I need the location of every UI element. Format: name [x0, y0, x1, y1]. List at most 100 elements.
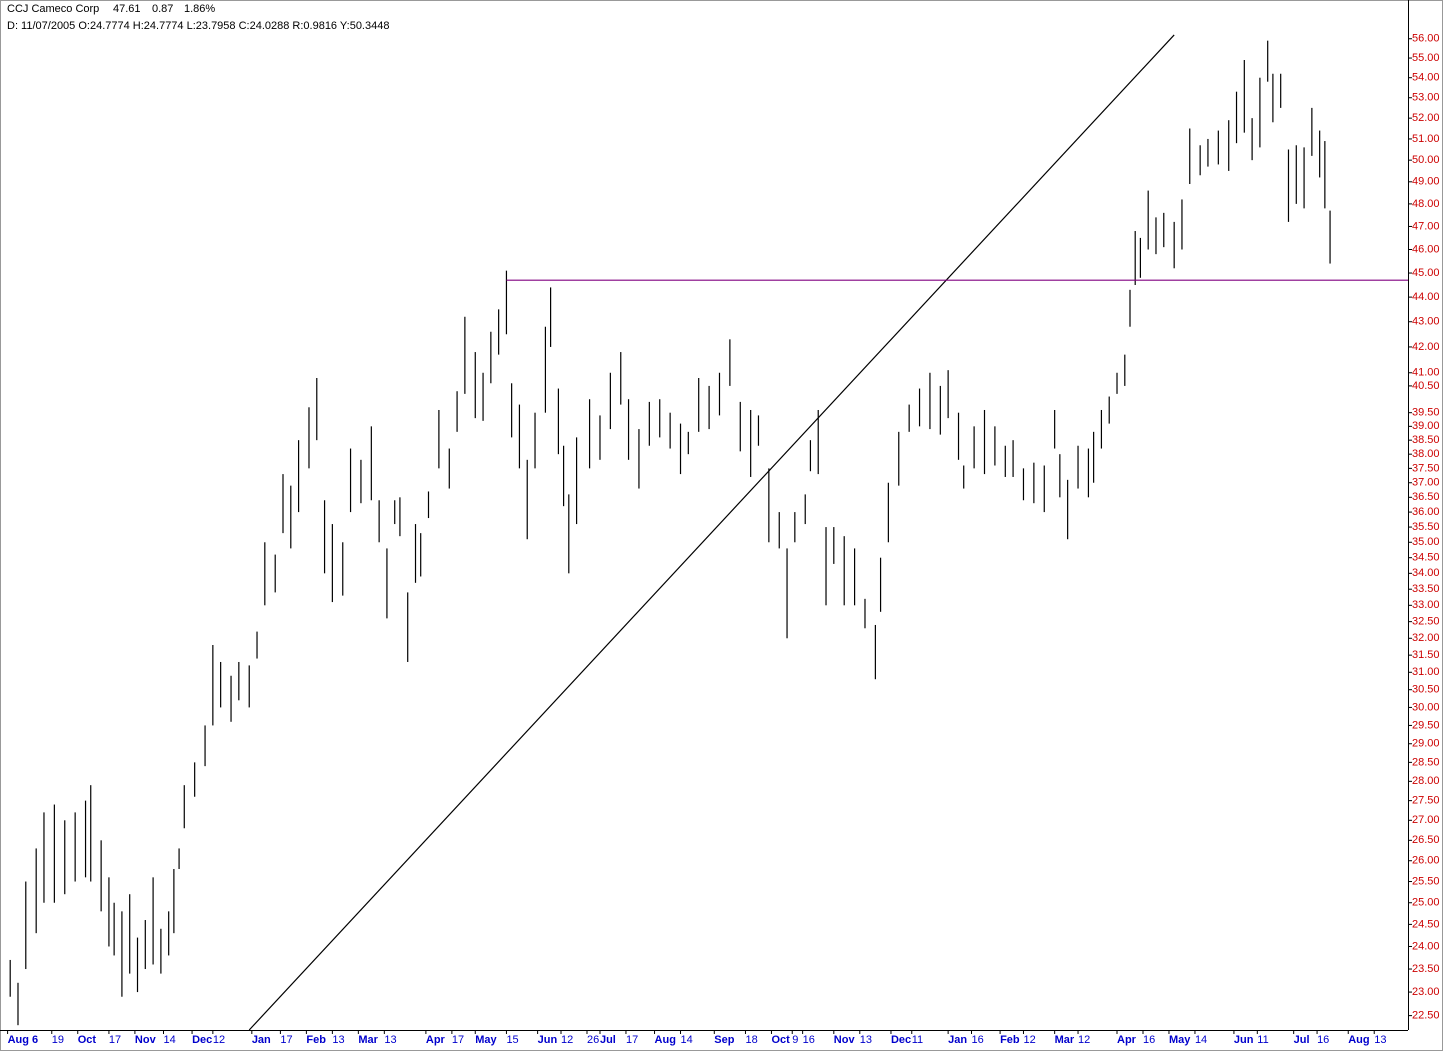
- x-tick-label: Nov: [834, 1034, 856, 1046]
- y-tick-label: 26.00: [1412, 855, 1440, 867]
- x-tick-label: 13: [384, 1034, 396, 1046]
- y-tick-label: 27.50: [1412, 795, 1440, 807]
- x-tick-label: Jun: [538, 1034, 558, 1046]
- y-tick-label: 31.50: [1412, 649, 1440, 661]
- x-tick-label: 15: [506, 1034, 518, 1046]
- x-tick-label: Jul: [1294, 1034, 1310, 1046]
- y-tick-label: 36.00: [1412, 506, 1440, 518]
- x-tick-label: 13: [860, 1034, 872, 1046]
- y-tick-label: 25.00: [1412, 897, 1440, 909]
- y-tick-label: 42.00: [1412, 341, 1440, 353]
- y-tick-label: 46.00: [1412, 243, 1440, 255]
- y-tick-label: 43.00: [1412, 316, 1440, 328]
- y-tick-label: 53.00: [1412, 92, 1440, 104]
- y-tick-label: 23.50: [1412, 963, 1440, 975]
- y-tick-label: 35.00: [1412, 536, 1440, 548]
- y-tick-label: 54.00: [1412, 72, 1440, 84]
- y-tick-label: 27.00: [1412, 814, 1440, 826]
- x-tick-label: Jan: [252, 1034, 271, 1046]
- x-tick-label: Jan: [948, 1034, 967, 1046]
- x-tick-label: May: [475, 1034, 497, 1046]
- x-tick-label: 19: [52, 1034, 64, 1046]
- x-tick-label: 11: [1257, 1034, 1268, 1046]
- y-tick-label: 34.00: [1412, 567, 1440, 579]
- x-tick-label: 12: [1023, 1034, 1035, 1046]
- x-tick-label: Jul: [600, 1034, 616, 1046]
- x-tick-label: 18: [745, 1034, 757, 1046]
- x-tick-label: 13: [1374, 1034, 1386, 1046]
- x-tick-label: Apr: [1117, 1034, 1137, 1046]
- x-tick-label: 16: [803, 1034, 815, 1046]
- y-tick-label: 36.50: [1412, 491, 1440, 503]
- x-tick-label: 16: [972, 1034, 984, 1046]
- x-tick-label: 17: [626, 1034, 638, 1046]
- x-tick-label: 17: [280, 1034, 292, 1046]
- y-tick-label: 24.50: [1412, 918, 1440, 930]
- x-tick-label: 13: [332, 1034, 344, 1046]
- x-tick-label: 16: [1317, 1034, 1329, 1046]
- x-tick-label: 12: [213, 1034, 225, 1046]
- x-tick-label: 14: [681, 1034, 693, 1046]
- x-tick-label: 26: [587, 1034, 599, 1046]
- y-tick-label: 40.50: [1412, 380, 1440, 392]
- x-tick-label: Jun: [1234, 1034, 1254, 1046]
- x-tick-label: 17: [109, 1034, 121, 1046]
- x-tick-label: 14: [163, 1034, 175, 1046]
- x-tick-label: Aug: [1348, 1034, 1369, 1046]
- y-tick-label: 31.00: [1412, 666, 1440, 678]
- x-tick-label: Feb: [306, 1034, 326, 1046]
- x-tick-label: Apr: [426, 1034, 446, 1046]
- info-line: D: 11/07/2005 O:24.7774 H:24.7774 L:23.7…: [7, 20, 389, 32]
- y-tick-label: 39.50: [1412, 407, 1440, 419]
- change-pct: 1.86%: [184, 3, 215, 15]
- y-tick-label: 55.00: [1412, 52, 1440, 64]
- x-tick-label: 9: [792, 1034, 798, 1046]
- x-tick-label: Aug 6: [8, 1034, 39, 1046]
- ticker-title: CCJ Cameco Corp: [7, 3, 99, 15]
- y-tick-label: 26.50: [1412, 834, 1440, 846]
- x-tick-label: 16: [1143, 1034, 1155, 1046]
- x-tick-label: Feb: [1000, 1034, 1020, 1046]
- y-tick-label: 32.50: [1412, 616, 1440, 628]
- x-tick-label: Nov: [135, 1034, 157, 1046]
- x-tick-label: May: [1169, 1034, 1191, 1046]
- y-tick-label: 38.00: [1412, 448, 1440, 460]
- y-tick-label: 25.50: [1412, 875, 1440, 887]
- y-tick-label: 34.50: [1412, 552, 1440, 564]
- y-tick-label: 56.00: [1412, 33, 1440, 45]
- y-tick-label: 37.00: [1412, 477, 1440, 489]
- last-price: 47.61: [113, 3, 141, 15]
- y-tick-label: 29.00: [1412, 738, 1440, 750]
- y-tick-label: 49.00: [1412, 176, 1440, 188]
- x-tick-label: Oct: [771, 1034, 790, 1046]
- x-tick-label: Dec: [891, 1034, 911, 1046]
- x-tick-label: 11: [912, 1034, 923, 1046]
- y-tick-label: 30.00: [1412, 701, 1440, 713]
- y-tick-label: 38.50: [1412, 434, 1440, 446]
- y-tick-label: 30.50: [1412, 684, 1440, 696]
- y-tick-label: 28.50: [1412, 756, 1440, 768]
- y-tick-label: 37.50: [1412, 462, 1440, 474]
- y-tick-label: 28.00: [1412, 775, 1440, 787]
- y-tick-label: 51.00: [1412, 133, 1440, 145]
- x-tick-label: 12: [561, 1034, 573, 1046]
- y-tick-label: 22.50: [1412, 1010, 1440, 1022]
- y-tick-label: 41.00: [1412, 367, 1440, 379]
- x-tick-label: Mar: [1055, 1034, 1075, 1046]
- x-tick-label: Oct: [78, 1034, 97, 1046]
- y-tick-label: 52.00: [1412, 112, 1440, 124]
- trendline: [248, 34, 1175, 1031]
- y-tick-label: 32.00: [1412, 632, 1440, 644]
- x-tick-label: Aug: [655, 1034, 676, 1046]
- y-tick-label: 33.50: [1412, 583, 1440, 595]
- x-tick-label: Mar: [358, 1034, 378, 1046]
- y-tick-label: 29.50: [1412, 719, 1440, 731]
- y-tick-label: 23.00: [1412, 986, 1440, 998]
- x-tick-label: Sep: [714, 1034, 734, 1046]
- change: 0.87: [152, 3, 173, 15]
- y-tick-label: 33.00: [1412, 599, 1440, 611]
- x-tick-label: Dec: [192, 1034, 212, 1046]
